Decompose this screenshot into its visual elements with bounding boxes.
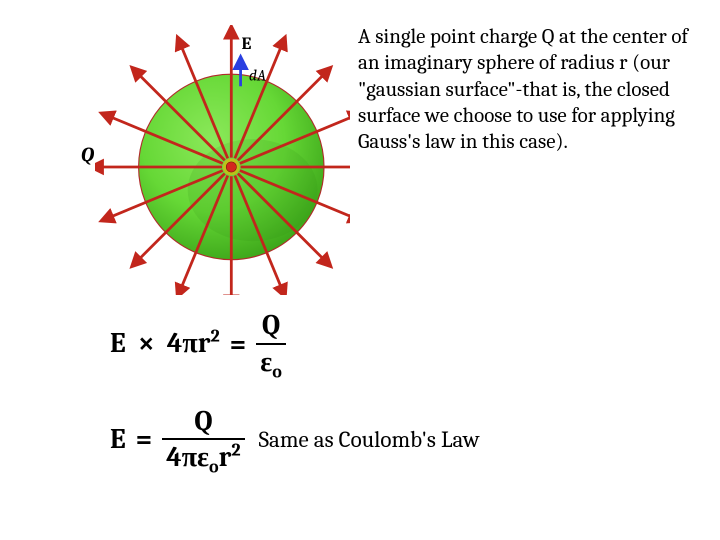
dA-label: dA bbox=[249, 67, 266, 85]
slide: E dA Q A single point charge Q at the ce… bbox=[0, 0, 720, 540]
eq2-num: Q bbox=[190, 406, 216, 437]
eq2-den: 4πεor2 bbox=[162, 442, 244, 473]
eq2-lhs: E bbox=[110, 423, 126, 455]
eq1-eps: ε bbox=[260, 346, 272, 378]
equation-1: E × 4πr2 = Q εo bbox=[110, 310, 610, 378]
eq2-4pieps: 4πε bbox=[166, 441, 209, 473]
eq1-num: Q bbox=[258, 310, 284, 341]
eq1-times: × bbox=[138, 327, 155, 359]
eq2-fraction: Q 4πεor2 bbox=[162, 406, 244, 474]
equation-2: E = Q 4πεor2 Same as Coulomb's Law bbox=[110, 406, 610, 474]
coulomb-note: Same as Coulomb's Law bbox=[259, 426, 480, 453]
center-charge bbox=[226, 162, 236, 172]
eq1-lhs: E × 4πr2 bbox=[110, 327, 220, 360]
eq1-bar bbox=[256, 343, 286, 345]
explanation-text: A single point charge Q at the center of… bbox=[358, 24, 688, 155]
E-label: E bbox=[242, 34, 252, 54]
eq2-eps-sub: o bbox=[209, 457, 219, 478]
eq2-r-sup: 2 bbox=[231, 440, 240, 461]
eq1-sq: 2 bbox=[210, 326, 219, 347]
eq2-equals: = bbox=[136, 423, 153, 455]
gaussian-sphere-diagram: E dA Q bbox=[95, 25, 350, 280]
Q-label: Q bbox=[81, 143, 94, 166]
eq1-eps-sub: o bbox=[272, 361, 282, 382]
eq1-equals: = bbox=[230, 328, 247, 360]
diagram-svg: E dA bbox=[95, 25, 350, 295]
eq2-E: E bbox=[110, 423, 126, 455]
eq1-fraction: Q εo bbox=[256, 310, 286, 378]
eq1-den: εo bbox=[256, 347, 286, 378]
eq1-E: E bbox=[110, 327, 126, 359]
eq2-r: r bbox=[219, 441, 232, 473]
equations-block: E × 4πr2 = Q εo E = Q 4πεor2 bbox=[110, 310, 610, 501]
eq1-4pir: 4πr bbox=[167, 327, 211, 359]
